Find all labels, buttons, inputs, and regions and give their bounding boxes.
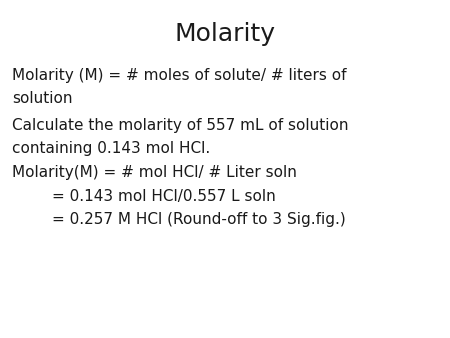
- Text: = 0.143 mol HCl/0.557 L soln: = 0.143 mol HCl/0.557 L soln: [52, 189, 275, 203]
- Text: = 0.257 M HCl (Round-off to 3 Sig.fig.): = 0.257 M HCl (Round-off to 3 Sig.fig.): [52, 212, 346, 227]
- Text: Molarity: Molarity: [175, 22, 275, 46]
- Text: Molarity (M) = # moles of solute/ # liters of: Molarity (M) = # moles of solute/ # lite…: [12, 68, 346, 82]
- Text: containing 0.143 mol HCl.: containing 0.143 mol HCl.: [12, 141, 210, 156]
- Text: Calculate the molarity of 557 mL of solution: Calculate the molarity of 557 mL of solu…: [12, 118, 348, 132]
- Text: Molarity(M) = # mol HCl/ # Liter soln: Molarity(M) = # mol HCl/ # Liter soln: [12, 165, 297, 180]
- Text: solution: solution: [12, 91, 72, 106]
